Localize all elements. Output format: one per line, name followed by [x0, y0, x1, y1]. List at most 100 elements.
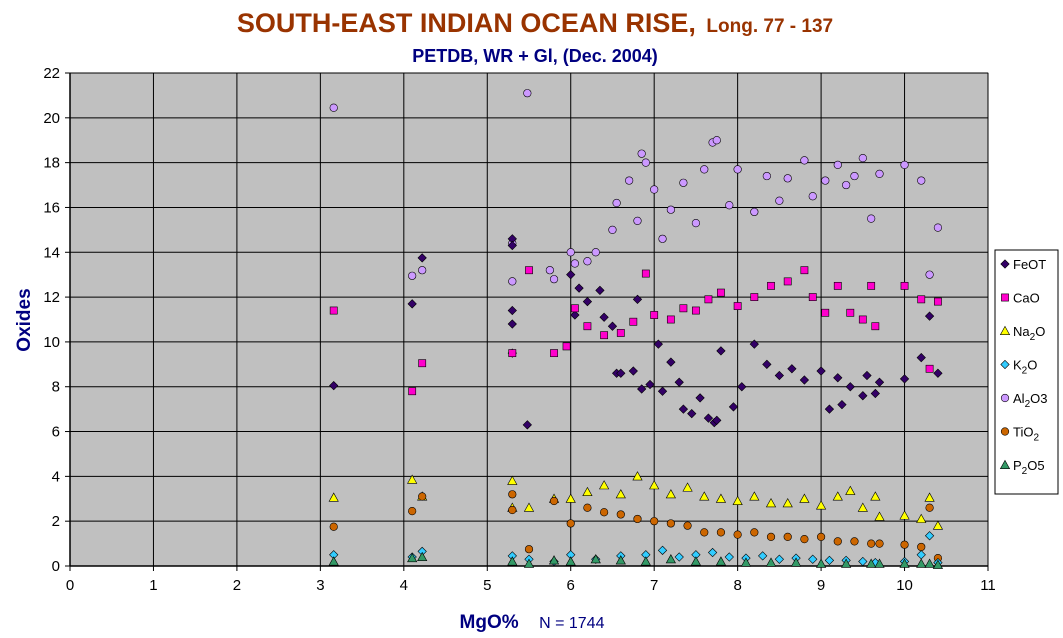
point-FeOT-38 — [787, 364, 797, 374]
chart-subtitle: PETDB, WR + Gl, (Dec. 2004) — [412, 46, 658, 66]
point-Al2O3-17 — [641, 158, 650, 167]
series-P2O5 — [328, 551, 944, 569]
y-tick-label-8: 16 — [43, 199, 60, 216]
legend-label-Na2O: Na2O — [1013, 324, 1045, 343]
point-TiO2-1 — [408, 506, 417, 516]
series-TiO2 — [329, 490, 943, 563]
point-TiO2-26 — [875, 539, 884, 548]
legend-label-FeOT: FeOT — [1013, 257, 1046, 272]
point-K2O-13 — [707, 547, 718, 558]
point-FeOT-50 — [916, 352, 926, 363]
plot-area — [69, 72, 989, 567]
point-Al2O3-39 — [867, 214, 876, 223]
point-FeOT-19 — [632, 294, 643, 304]
point-CaO-14 — [666, 315, 675, 324]
legend-label-tail: T — [1038, 257, 1046, 272]
point-CaO-20 — [750, 293, 759, 301]
legend-label-main: FeO — [1013, 257, 1038, 272]
point-CaO-25 — [821, 308, 830, 317]
point-CaO-1 — [408, 387, 417, 396]
point-FeOT-34 — [737, 382, 747, 392]
point-TiO2-5 — [524, 545, 534, 554]
point-Na2O-25 — [857, 502, 868, 512]
point-Al2O3-38 — [858, 154, 867, 163]
point-Al2O3-25 — [712, 136, 721, 145]
point-P2O5-12 — [715, 556, 727, 566]
point-CaO-21 — [767, 281, 775, 290]
point-Al2O3-36 — [842, 180, 851, 190]
point-Na2O-26 — [870, 491, 881, 501]
chart-title-group: SOUTH-EAST INDIAN OCEAN RISE, Long. 77 -… — [237, 8, 833, 66]
point-Al2O3-1 — [408, 271, 417, 280]
point-K2O-26 — [924, 531, 935, 541]
point-K2O-19 — [808, 554, 818, 564]
point-Na2O-12 — [649, 480, 660, 490]
point-TiO2-20 — [783, 532, 792, 541]
point-Na2O-30 — [924, 492, 935, 502]
point-FeOT-10 — [570, 310, 580, 320]
point-TiO2-0 — [329, 522, 338, 531]
y-tick-label-4: 8 — [52, 379, 60, 396]
point-Al2O3-5 — [523, 89, 532, 98]
chart-title-line: SOUTH-EAST INDIAN OCEAN RISE, Long. 77 -… — [237, 8, 833, 38]
x-tick-label-2: 2 — [233, 577, 241, 594]
x-tick-label-0: 0 — [66, 577, 74, 594]
point-Al2O3-28 — [750, 207, 759, 217]
x-tick-label-10: 10 — [896, 577, 913, 594]
point-Al2O3-44 — [933, 223, 943, 232]
point-Al2O3-13 — [612, 198, 621, 208]
point-Al2O3-23 — [700, 165, 709, 174]
point-CaO-32 — [917, 295, 926, 304]
point-TiO2-13 — [666, 519, 675, 528]
point-TiO2-11 — [633, 514, 642, 524]
point-Na2O-0 — [328, 492, 339, 502]
point-P2O5-10 — [665, 554, 676, 564]
legend-label-P2O5: P2O5 — [1013, 458, 1045, 477]
legend-label-TiO2: TiO2 — [1013, 425, 1039, 444]
point-Na2O-28 — [899, 510, 910, 520]
point-Al2O3-41 — [900, 160, 909, 169]
point-CaO-6 — [562, 342, 571, 351]
y-tick-label-0: 0 — [52, 558, 60, 575]
point-P2O5-9 — [640, 556, 651, 566]
point-FeOT-45 — [858, 391, 868, 401]
point-FeOT-37 — [774, 370, 784, 381]
point-Na2O-16 — [715, 493, 727, 503]
point-P2O5-11 — [690, 556, 702, 566]
point-TiO2-25 — [867, 539, 876, 548]
point-CaO-33 — [925, 364, 934, 373]
point-Na2O-17 — [732, 495, 743, 505]
point-CaO-5 — [550, 349, 558, 358]
point-FeOT-42 — [833, 373, 843, 383]
point-CaO-34 — [934, 297, 942, 306]
point-P2O5-14 — [765, 557, 777, 567]
point-K2O-14 — [724, 552, 734, 562]
point-Al2O3-11 — [591, 248, 600, 257]
point-Al2O3-22 — [691, 219, 701, 228]
point-FeOT-49 — [899, 374, 910, 384]
point-FeOT-0 — [329, 380, 339, 391]
x-tick-label-1: 1 — [149, 577, 157, 594]
point-TiO2-29 — [925, 503, 934, 512]
point-P2O5-0 — [328, 556, 339, 566]
legend-label-subscript: 2 — [1033, 433, 1039, 444]
point-Al2O3-42 — [917, 176, 926, 185]
point-TiO2-16 — [716, 528, 726, 537]
point-Al2O3-37 — [850, 171, 859, 181]
point-P2O5-7 — [590, 554, 601, 564]
point-FeOT-20 — [637, 384, 647, 394]
x-axis-title-line: MgO% N = 1744 — [460, 612, 605, 633]
point-Na2O-18 — [749, 491, 760, 501]
point-CaO-2 — [418, 359, 427, 368]
point-FeOT-24 — [666, 357, 676, 367]
point-TiO2-12 — [650, 517, 659, 526]
point-Na2O-15 — [699, 491, 710, 501]
point-Na2O-9 — [598, 480, 610, 490]
point-Na2O-21 — [799, 493, 810, 503]
point-CaO-26 — [833, 281, 842, 290]
point-Al2O3-7 — [549, 275, 559, 284]
point-Al2O3-14 — [625, 176, 634, 185]
point-FeOT-21 — [645, 379, 655, 390]
point-FeOT-22 — [653, 339, 663, 349]
